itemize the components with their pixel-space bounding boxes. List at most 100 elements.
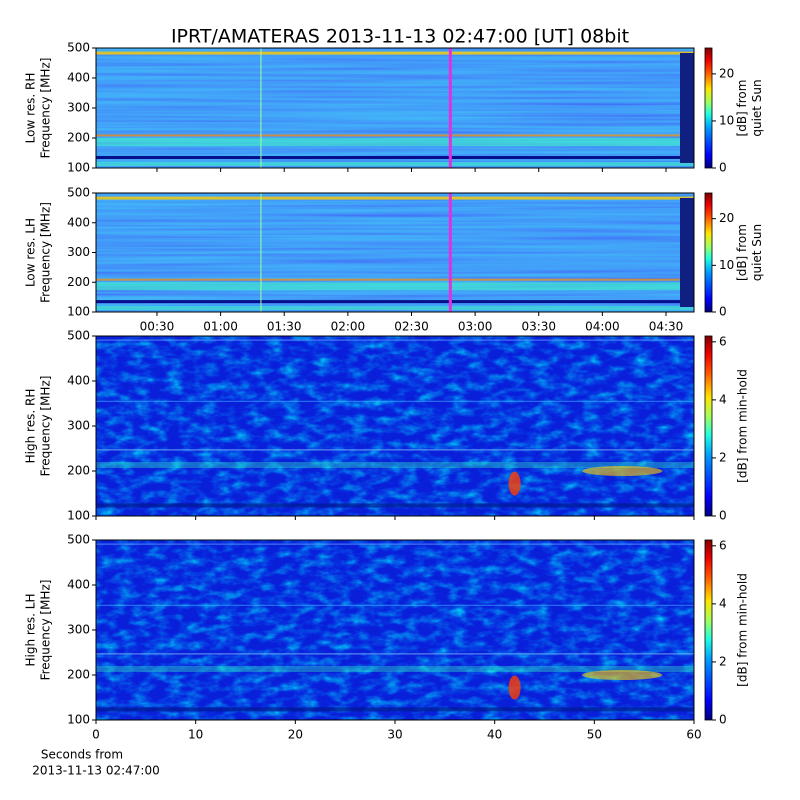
spectrogram-band bbox=[96, 196, 694, 200]
x-tick-label: 0 bbox=[92, 728, 100, 742]
y-tick-label: 400 bbox=[67, 578, 90, 592]
y-tick-label: 200 bbox=[67, 668, 90, 682]
colorbar bbox=[704, 192, 713, 313]
colorbar bbox=[704, 539, 713, 721]
x-tick-label: 00:30 bbox=[140, 320, 175, 334]
spectrogram-marker bbox=[448, 48, 452, 168]
spectrogram-band bbox=[96, 300, 694, 304]
colorbar bbox=[704, 335, 713, 517]
spectrogram-burst bbox=[582, 670, 663, 680]
spectrogram-texture bbox=[96, 193, 694, 312]
y-tick-label: 500 bbox=[67, 186, 90, 200]
y-axis-label: Low res. RH bbox=[24, 73, 38, 144]
x-tick-label: 40 bbox=[487, 728, 502, 742]
y-tick-label: 500 bbox=[67, 41, 90, 55]
y-axis-label: Low res. LH bbox=[24, 218, 38, 287]
y-axis-label: Frequency [MHz] bbox=[39, 58, 53, 159]
spectrogram-band bbox=[96, 339, 694, 341]
colorbar-label: [dB] from bbox=[735, 80, 749, 137]
spectrogram-texture bbox=[96, 540, 694, 720]
x-axis-label: Seconds from bbox=[41, 748, 123, 762]
y-tick-label: 500 bbox=[67, 329, 90, 343]
x-tick-label: 04:30 bbox=[649, 320, 684, 334]
colorbar bbox=[704, 47, 713, 169]
y-tick-label: 300 bbox=[67, 245, 90, 259]
x-tick-label: 03:30 bbox=[521, 320, 556, 334]
spectrogram-edge bbox=[680, 198, 694, 307]
y-tick-label: 300 bbox=[67, 623, 90, 637]
spectrogram-band bbox=[96, 278, 694, 281]
y-axis-label: Frequency [MHz] bbox=[39, 376, 53, 477]
colorbar-tick-label: 20 bbox=[719, 66, 734, 80]
colorbar-label: [dB] from min-hold bbox=[736, 573, 750, 687]
spectrogram-marker bbox=[260, 48, 262, 168]
x-tick-label: 01:30 bbox=[267, 320, 302, 334]
x-tick-label: 10 bbox=[188, 728, 203, 742]
x-tick-label: 50 bbox=[587, 728, 602, 742]
spectrogram-band bbox=[96, 306, 694, 311]
colorbar-tick-label: 10 bbox=[719, 258, 734, 272]
x-tick-label: 01:00 bbox=[203, 320, 238, 334]
spectrogram-band bbox=[96, 462, 694, 468]
y-tick-label: 100 bbox=[67, 509, 90, 523]
spectrogram-band bbox=[96, 162, 694, 166]
x-tick-label: 02:30 bbox=[394, 320, 429, 334]
colorbar-tick-label: 0 bbox=[719, 161, 727, 175]
spectrogram-marker bbox=[448, 193, 452, 312]
colorbar-tick-label: 2 bbox=[719, 450, 727, 464]
y-tick-label: 300 bbox=[67, 419, 90, 433]
y-axis-label: High res. LH bbox=[24, 593, 38, 666]
x-tick-label: 04:00 bbox=[585, 320, 620, 334]
x-tick-label: 30 bbox=[387, 728, 402, 742]
spectrogram-band bbox=[96, 156, 694, 159]
y-tick-label: 400 bbox=[67, 374, 90, 388]
spectrogram-band bbox=[96, 51, 694, 55]
spectrogram-marker bbox=[260, 193, 262, 312]
colorbar-tick-label: 6 bbox=[719, 538, 727, 552]
colorbar-tick-label: 0 bbox=[719, 509, 727, 523]
colorbar-label: [dB] from bbox=[735, 224, 749, 281]
spectrogram-band bbox=[96, 604, 694, 606]
y-tick-label: 100 bbox=[67, 305, 90, 319]
spectrogram-burst bbox=[508, 675, 521, 700]
colorbar-label: quiet Sun bbox=[750, 79, 764, 136]
y-tick-label: 500 bbox=[67, 533, 90, 547]
y-tick-label: 200 bbox=[67, 464, 90, 478]
x-tick-label: 60 bbox=[686, 728, 701, 742]
colorbar-tick-label: 6 bbox=[719, 334, 727, 348]
y-tick-label: 400 bbox=[67, 215, 90, 229]
spectrogram-burst bbox=[508, 471, 521, 496]
y-axis-label: High res. RH bbox=[24, 389, 38, 464]
colorbar-tick-label: 20 bbox=[719, 211, 734, 225]
colorbar-tick-label: 2 bbox=[719, 654, 727, 668]
spectrogram-band bbox=[96, 282, 694, 291]
y-axis-label: Frequency [MHz] bbox=[39, 580, 53, 681]
y-axis-label: Frequency [MHz] bbox=[39, 202, 53, 303]
spectrogram-band bbox=[96, 503, 694, 508]
spectrogram-band bbox=[96, 707, 694, 712]
spectrogram-band bbox=[96, 666, 694, 672]
spectrogram-band bbox=[96, 134, 694, 137]
spectrogram-edge bbox=[680, 53, 694, 163]
spectrogram-texture bbox=[96, 48, 694, 168]
spectrogram-band bbox=[96, 138, 694, 146]
spectrogram-band bbox=[96, 543, 694, 545]
y-tick-label: 400 bbox=[67, 71, 90, 85]
colorbar-tick-label: 4 bbox=[719, 392, 727, 406]
y-tick-label: 100 bbox=[67, 161, 90, 175]
y-tick-label: 200 bbox=[67, 131, 90, 145]
figure-title: IPRT/AMATERAS 2013-11-13 02:47:00 [UT] 0… bbox=[171, 26, 629, 48]
y-tick-label: 100 bbox=[67, 713, 90, 727]
y-tick-label: 300 bbox=[67, 101, 90, 115]
x-tick-label: 20 bbox=[288, 728, 303, 742]
colorbar-tick-label: 4 bbox=[719, 596, 727, 610]
spectrogram-band bbox=[96, 449, 694, 451]
y-tick-label: 200 bbox=[67, 275, 90, 289]
spectrogram-band bbox=[96, 400, 694, 402]
spectrogram-band bbox=[96, 653, 694, 655]
colorbar-tick-label: 0 bbox=[719, 305, 727, 319]
colorbar-label: quiet Sun bbox=[750, 224, 764, 281]
spectrogram-burst bbox=[582, 466, 663, 476]
spectrogram-texture bbox=[96, 336, 694, 516]
